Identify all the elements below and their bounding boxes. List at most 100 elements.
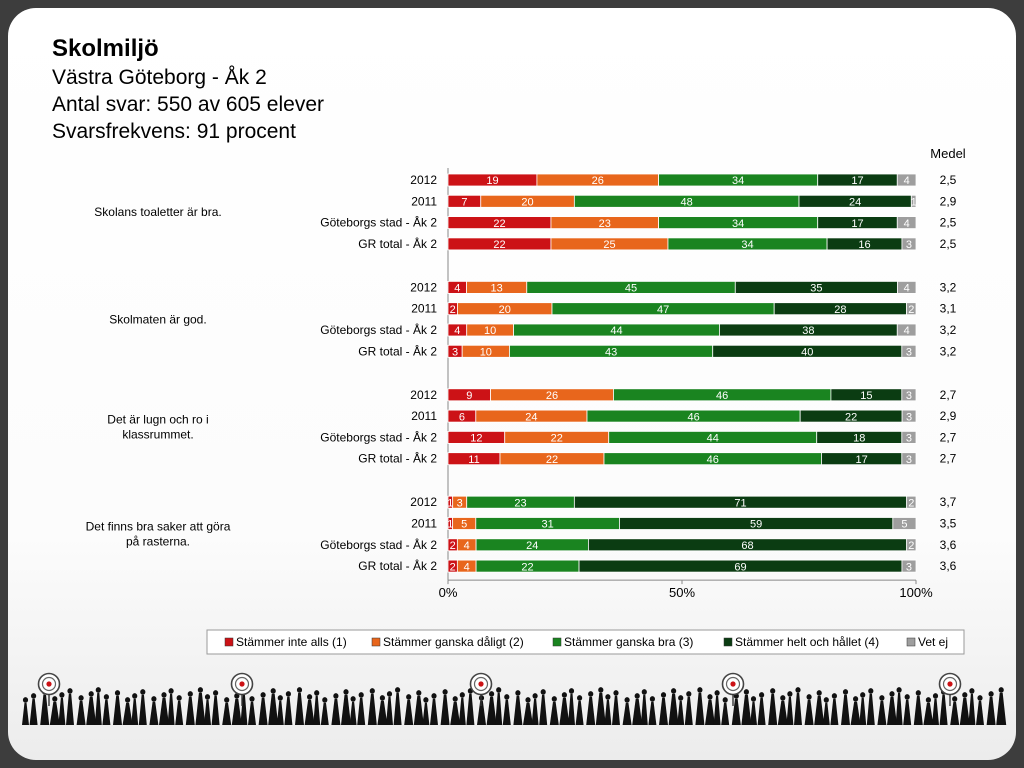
silhouette-body	[341, 695, 351, 725]
silhouette-body	[677, 701, 685, 725]
response-count: Antal svar: 550 av 605 elever	[52, 93, 324, 116]
silhouette-head	[624, 697, 630, 703]
data-label: 45	[625, 283, 637, 295]
silhouette-head	[197, 687, 203, 693]
row-label: 2011	[411, 302, 437, 316]
silhouette-head	[532, 693, 538, 699]
data-label: 12	[470, 433, 482, 445]
silhouette-head	[722, 697, 728, 703]
silhouette-head	[998, 687, 1004, 693]
silhouette-head	[114, 690, 121, 696]
silhouette-body	[331, 699, 341, 725]
data-label: 10	[484, 325, 496, 337]
silhouette-head	[952, 696, 958, 702]
data-label: 34	[732, 218, 744, 230]
data-label: 22	[845, 411, 857, 423]
silhouette-head	[125, 697, 131, 703]
legend-label: Stämmer inte alls (1)	[236, 635, 347, 649]
row-label: 2012	[410, 173, 437, 187]
silhouette-body	[794, 693, 802, 725]
silhouette-body	[986, 697, 996, 725]
row-label: Göteborgs stad - Åk 2	[320, 322, 437, 337]
silhouette-body	[595, 693, 606, 725]
data-label: 48	[681, 197, 693, 209]
silhouette-head	[770, 688, 776, 694]
mean-value: 2,9	[940, 409, 957, 423]
data-label: 1	[911, 197, 917, 209]
silhouette-body	[568, 694, 575, 725]
question-label: Det är lugn och ro i	[107, 412, 208, 426]
silhouette-head	[896, 687, 902, 693]
silhouette-body	[22, 703, 29, 725]
silhouette-body	[531, 699, 539, 725]
data-label: 3	[906, 561, 912, 573]
question-label: Skolans toaletter är bra.	[94, 205, 221, 219]
data-label: 2	[908, 304, 914, 316]
bar-segment	[906, 538, 917, 552]
silhouette-head	[22, 697, 29, 703]
bar-segment	[897, 280, 917, 294]
question-label: klassrummet.	[122, 427, 193, 441]
silhouette-head	[561, 692, 568, 698]
silhouette-body	[959, 698, 970, 725]
silhouette-body	[204, 700, 211, 725]
silhouette-body	[632, 699, 643, 725]
silhouette-body	[887, 697, 897, 725]
silhouette-body	[268, 694, 279, 725]
data-label: 31	[541, 519, 553, 531]
silhouette-head	[551, 696, 557, 702]
silhouette-head	[78, 695, 84, 701]
row-label: Göteborgs stad - Åk 2	[320, 537, 437, 552]
silhouette-head	[904, 694, 910, 700]
silhouette-body	[996, 693, 1007, 725]
data-label: 17	[851, 218, 863, 230]
data-label: 3	[457, 497, 463, 509]
silhouette-head	[386, 691, 393, 697]
data-label: 2	[908, 540, 914, 552]
silhouette-head	[322, 697, 328, 703]
silhouette-head	[442, 689, 448, 695]
silhouette-body	[777, 701, 788, 725]
target-center	[478, 681, 484, 687]
silhouette-head	[759, 692, 765, 698]
silhouette-body	[668, 694, 679, 725]
data-label: 24	[526, 540, 538, 552]
silhouette-body	[648, 702, 657, 725]
silhouette-head	[249, 696, 255, 702]
mean-value: 2,5	[940, 216, 957, 230]
data-label: 11	[468, 454, 479, 466]
silhouette-body	[640, 695, 648, 725]
mean-value: 3,2	[940, 323, 957, 337]
silhouette-body	[939, 695, 948, 725]
target-center	[730, 681, 736, 687]
mean-value: 2,7	[940, 430, 957, 444]
silhouette-head	[660, 692, 667, 698]
silhouette-body	[822, 703, 830, 725]
silhouette-body	[276, 701, 284, 725]
silhouette-head	[95, 687, 101, 693]
data-label: 59	[750, 519, 762, 531]
silhouette-head	[350, 696, 356, 702]
silhouette-head	[307, 694, 313, 700]
silhouette-body	[94, 693, 102, 725]
silhouette-body	[393, 693, 402, 725]
silhouette-body	[495, 693, 503, 725]
legend-label: Stämmer ganska dåligt (2)	[383, 635, 524, 649]
silhouette-head	[504, 694, 510, 700]
silhouette-body	[76, 701, 86, 725]
data-label: 35	[810, 283, 822, 295]
silhouette-body	[138, 695, 147, 725]
silhouette-head	[459, 692, 465, 698]
silhouette-head	[915, 690, 921, 696]
silhouette-head	[707, 694, 713, 700]
silhouette-body	[523, 703, 533, 725]
silhouette-head	[842, 689, 849, 695]
data-label: 17	[856, 454, 868, 466]
silhouette-body	[976, 701, 984, 725]
silhouette-body	[486, 697, 497, 725]
x-tick-label: 50%	[669, 585, 695, 600]
silhouette-body	[122, 703, 133, 725]
silhouette-body	[786, 697, 794, 725]
silhouette-head	[686, 691, 692, 697]
